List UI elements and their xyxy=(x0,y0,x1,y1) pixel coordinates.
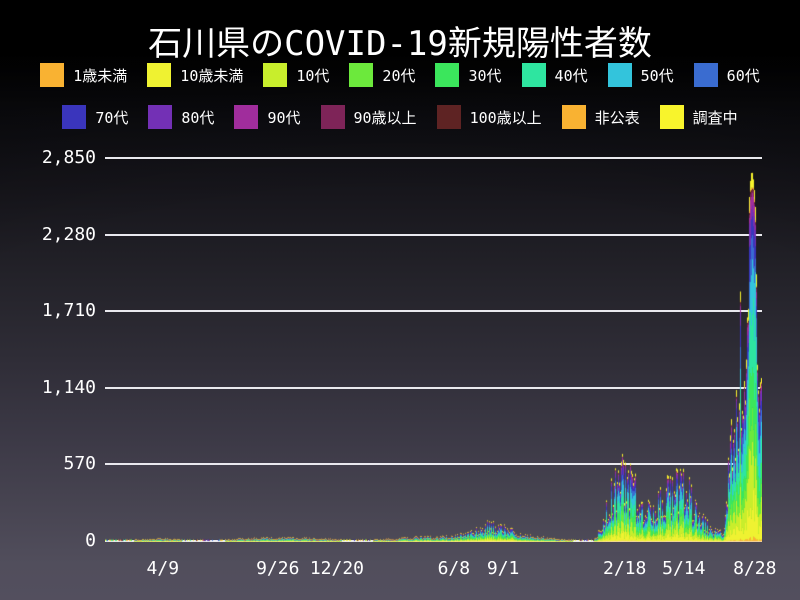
legend-item: 1歳未満 xyxy=(40,63,127,87)
legend-item: 40代 xyxy=(521,63,588,87)
x-axis-tick-label: 8/28 xyxy=(733,558,777,579)
plot-canvas xyxy=(105,158,762,542)
legend-item: 20代 xyxy=(349,63,415,87)
y-axis-tick-label: 2,280 xyxy=(41,223,96,245)
y-axis-tick-label: 2,850 xyxy=(41,147,96,168)
legend-item: 60代 xyxy=(693,63,760,87)
x-axis-tick-label: 9/1 xyxy=(486,558,520,579)
legend-label: 30代 xyxy=(468,66,502,85)
legend-label: 非公表 xyxy=(594,108,640,127)
legend-label: 20代 xyxy=(382,66,416,85)
legend-swatch-icon xyxy=(561,105,586,129)
x-axis-tick-label: 6/8 xyxy=(437,558,471,579)
legend-swatch-icon xyxy=(436,105,461,129)
legend-swatch-icon xyxy=(521,63,546,87)
legend-label: 調査中 xyxy=(692,108,738,127)
legend-label: 70代 xyxy=(95,108,129,127)
legend-item: 非公表 xyxy=(561,105,640,129)
y-axis-tick-label: 1,710 xyxy=(41,300,96,322)
legend-swatch-icon xyxy=(234,105,259,129)
legend-item: 70代 xyxy=(62,105,128,129)
x-axis-tick-label: 5/14 xyxy=(662,558,706,579)
legend-swatch-icon xyxy=(263,63,288,87)
legend-label: 10代 xyxy=(296,66,330,85)
x-axis-tick-label: 2/18 xyxy=(602,558,647,579)
legend-swatch-icon xyxy=(607,63,632,87)
legend-item: 30代 xyxy=(435,63,502,87)
legend-label: 50代 xyxy=(640,66,674,85)
legend-item: 100歳以上 xyxy=(436,105,542,129)
legend-label: 60代 xyxy=(726,66,760,85)
legend-label: 1歳未満 xyxy=(73,66,128,85)
legend-swatch-icon xyxy=(435,63,460,87)
legend-item: 90代 xyxy=(234,105,301,129)
legend-swatch-icon xyxy=(693,63,718,87)
legend-label: 100歳以上 xyxy=(469,108,542,127)
x-axis-tick-label: 12/20 xyxy=(309,558,364,579)
legend-item: 10代 xyxy=(263,63,329,87)
legend-label: 90歳以上 xyxy=(353,108,417,127)
legend-item: 50代 xyxy=(607,63,674,87)
x-axis-tick-label: 4/9 xyxy=(146,558,180,579)
legend-swatch-icon xyxy=(147,63,172,87)
legend-swatch-icon xyxy=(62,105,87,129)
x-axis-tick-label: 9/26 xyxy=(256,558,300,579)
chart-title: 石川県のCOVID-19新規陽性者数 xyxy=(148,24,652,64)
legend-label: 80代 xyxy=(181,108,215,127)
y-axis-tick-label: 1,140 xyxy=(41,376,96,398)
y-axis-tick-label: 0 xyxy=(85,530,96,551)
legend-swatch-icon xyxy=(349,63,374,87)
legend-swatch-icon xyxy=(40,63,65,87)
legend-item: 調査中 xyxy=(659,105,738,129)
legend-label: 40代 xyxy=(554,66,588,85)
legend-item: 80代 xyxy=(148,105,214,129)
legend-label: 10歳未満 xyxy=(180,66,244,85)
legend-swatch-icon xyxy=(148,105,173,129)
legend-row-2: 70代 80代 90代 90歳以上 100歳以上 非公表 調査中 xyxy=(0,105,800,129)
legend-item: 90歳以上 xyxy=(320,105,417,129)
legend-swatch-icon xyxy=(320,105,345,129)
y-axis-tick-label: 570 xyxy=(63,453,96,475)
legend-item: 10歳未満 xyxy=(147,63,243,87)
legend-row-1: 1歳未満 10歳未満 10代 20代 30代 40代 50代 60代 xyxy=(0,63,800,87)
legend-swatch-icon xyxy=(659,105,684,129)
legend-label: 90代 xyxy=(267,108,301,127)
